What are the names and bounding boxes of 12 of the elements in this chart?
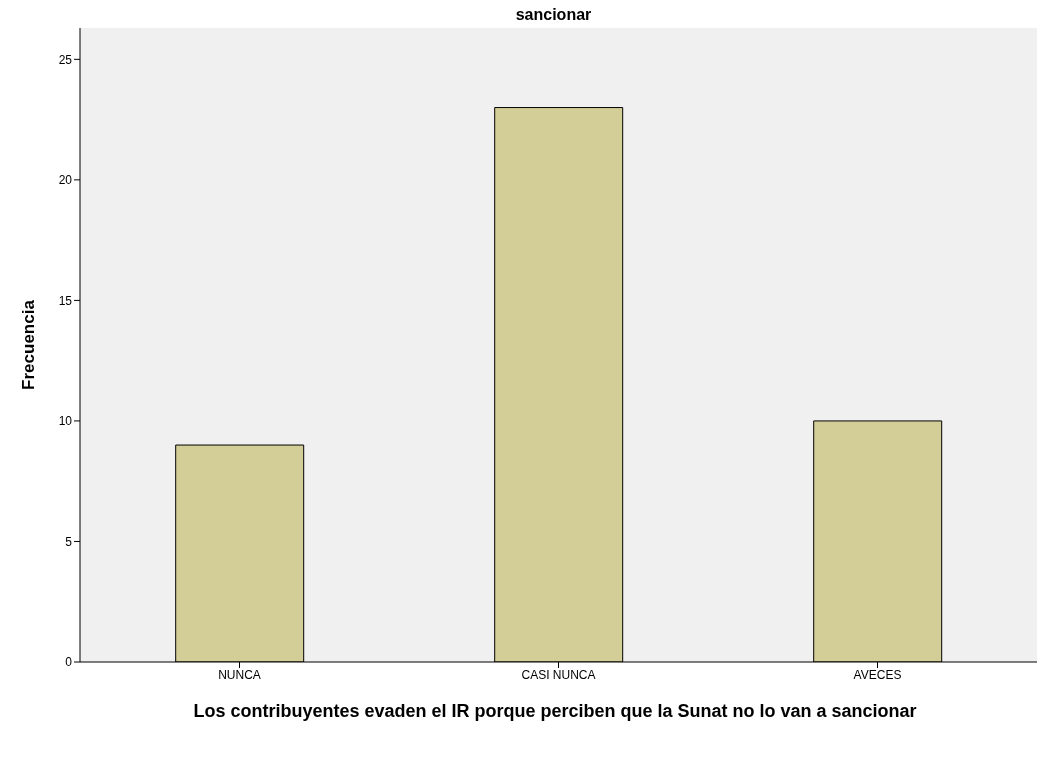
- x-tick-label: AVECES: [853, 667, 902, 682]
- y-tick-label: 10: [58, 414, 73, 429]
- x-axis-title: Los contribuyentes evaden el IR porque perciben que la Sunat no lo van a sancionar: [192, 701, 918, 721]
- y-tick-label: 0: [65, 655, 73, 670]
- y-axis-title: Frecuencia: [19, 299, 39, 390]
- y-tick-label: 5: [65, 534, 73, 549]
- x-tick-label: NUNCA: [218, 667, 261, 682]
- x-tick-label: CASI NUNCA: [521, 667, 596, 682]
- y-tick-label: 20: [58, 173, 73, 188]
- y-tick-label: 15: [58, 293, 73, 308]
- y-tick-label: 25: [58, 52, 73, 67]
- chart-title: sancionar: [514, 6, 593, 23]
